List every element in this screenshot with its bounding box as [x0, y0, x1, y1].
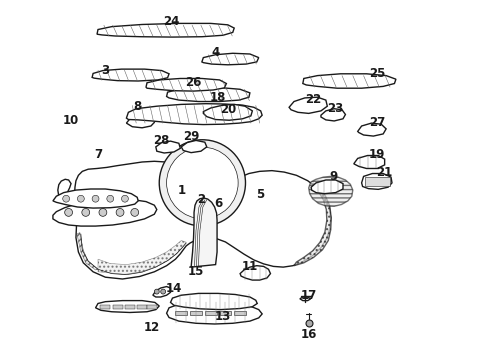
- Polygon shape: [354, 156, 385, 168]
- Polygon shape: [175, 311, 187, 315]
- Polygon shape: [300, 297, 311, 301]
- Text: 13: 13: [215, 310, 231, 323]
- Polygon shape: [146, 78, 226, 91]
- Polygon shape: [113, 305, 122, 309]
- Polygon shape: [289, 97, 327, 113]
- Circle shape: [77, 195, 84, 202]
- Circle shape: [154, 289, 159, 294]
- Text: 22: 22: [305, 93, 322, 105]
- Text: 11: 11: [242, 260, 258, 273]
- Text: 23: 23: [327, 102, 344, 114]
- Circle shape: [161, 289, 166, 294]
- Polygon shape: [365, 177, 390, 186]
- Text: 1: 1: [177, 184, 185, 197]
- Polygon shape: [203, 104, 252, 120]
- Polygon shape: [202, 53, 259, 65]
- Text: 28: 28: [153, 134, 170, 147]
- Polygon shape: [358, 123, 386, 136]
- Text: 12: 12: [144, 321, 160, 334]
- Text: 17: 17: [300, 289, 317, 302]
- Polygon shape: [362, 174, 392, 189]
- Polygon shape: [126, 116, 154, 128]
- Polygon shape: [97, 23, 234, 37]
- Polygon shape: [153, 287, 171, 297]
- Text: 19: 19: [369, 148, 386, 161]
- Polygon shape: [137, 305, 147, 309]
- Circle shape: [82, 208, 90, 216]
- Text: 6: 6: [214, 197, 222, 210]
- Polygon shape: [126, 104, 262, 125]
- Circle shape: [107, 195, 114, 202]
- Text: 14: 14: [166, 282, 182, 294]
- Text: 4: 4: [212, 46, 220, 59]
- Polygon shape: [156, 141, 180, 153]
- Circle shape: [116, 208, 124, 216]
- Text: 9: 9: [329, 170, 337, 183]
- Circle shape: [63, 195, 70, 202]
- Polygon shape: [190, 311, 202, 315]
- Circle shape: [167, 147, 238, 219]
- Text: 8: 8: [133, 100, 141, 113]
- Text: 18: 18: [210, 91, 226, 104]
- Polygon shape: [311, 180, 343, 194]
- Polygon shape: [167, 88, 250, 102]
- Text: 27: 27: [369, 116, 386, 129]
- Text: 3: 3: [101, 64, 109, 77]
- Text: 25: 25: [369, 67, 386, 80]
- Polygon shape: [220, 311, 231, 315]
- Text: 29: 29: [183, 130, 199, 143]
- Text: 24: 24: [163, 15, 180, 28]
- Polygon shape: [92, 69, 169, 81]
- Circle shape: [65, 208, 73, 216]
- Text: 21: 21: [376, 166, 393, 179]
- Polygon shape: [74, 161, 331, 279]
- Polygon shape: [53, 199, 157, 226]
- Text: 20: 20: [220, 103, 236, 116]
- Text: 5: 5: [256, 188, 264, 201]
- Polygon shape: [303, 74, 396, 88]
- Polygon shape: [96, 301, 159, 312]
- Text: 26: 26: [185, 76, 202, 89]
- Text: 2: 2: [197, 193, 205, 206]
- Polygon shape: [58, 179, 73, 203]
- Polygon shape: [125, 305, 135, 309]
- Polygon shape: [171, 293, 257, 310]
- Polygon shape: [240, 266, 270, 280]
- Polygon shape: [98, 240, 186, 274]
- Circle shape: [131, 208, 139, 216]
- Circle shape: [92, 195, 99, 202]
- Polygon shape: [191, 198, 217, 267]
- Polygon shape: [100, 305, 110, 309]
- Polygon shape: [234, 311, 246, 315]
- Polygon shape: [321, 109, 345, 121]
- Polygon shape: [167, 302, 262, 324]
- Text: 10: 10: [63, 114, 79, 127]
- Text: 16: 16: [300, 328, 317, 341]
- Circle shape: [99, 208, 107, 216]
- Polygon shape: [181, 140, 207, 153]
- Polygon shape: [147, 305, 157, 309]
- Text: 15: 15: [188, 265, 204, 278]
- Polygon shape: [309, 176, 353, 206]
- Circle shape: [159, 140, 245, 226]
- Polygon shape: [205, 311, 217, 315]
- Polygon shape: [294, 183, 331, 266]
- Polygon shape: [53, 189, 138, 208]
- Text: 7: 7: [94, 148, 102, 161]
- Circle shape: [122, 195, 128, 202]
- Polygon shape: [77, 233, 98, 270]
